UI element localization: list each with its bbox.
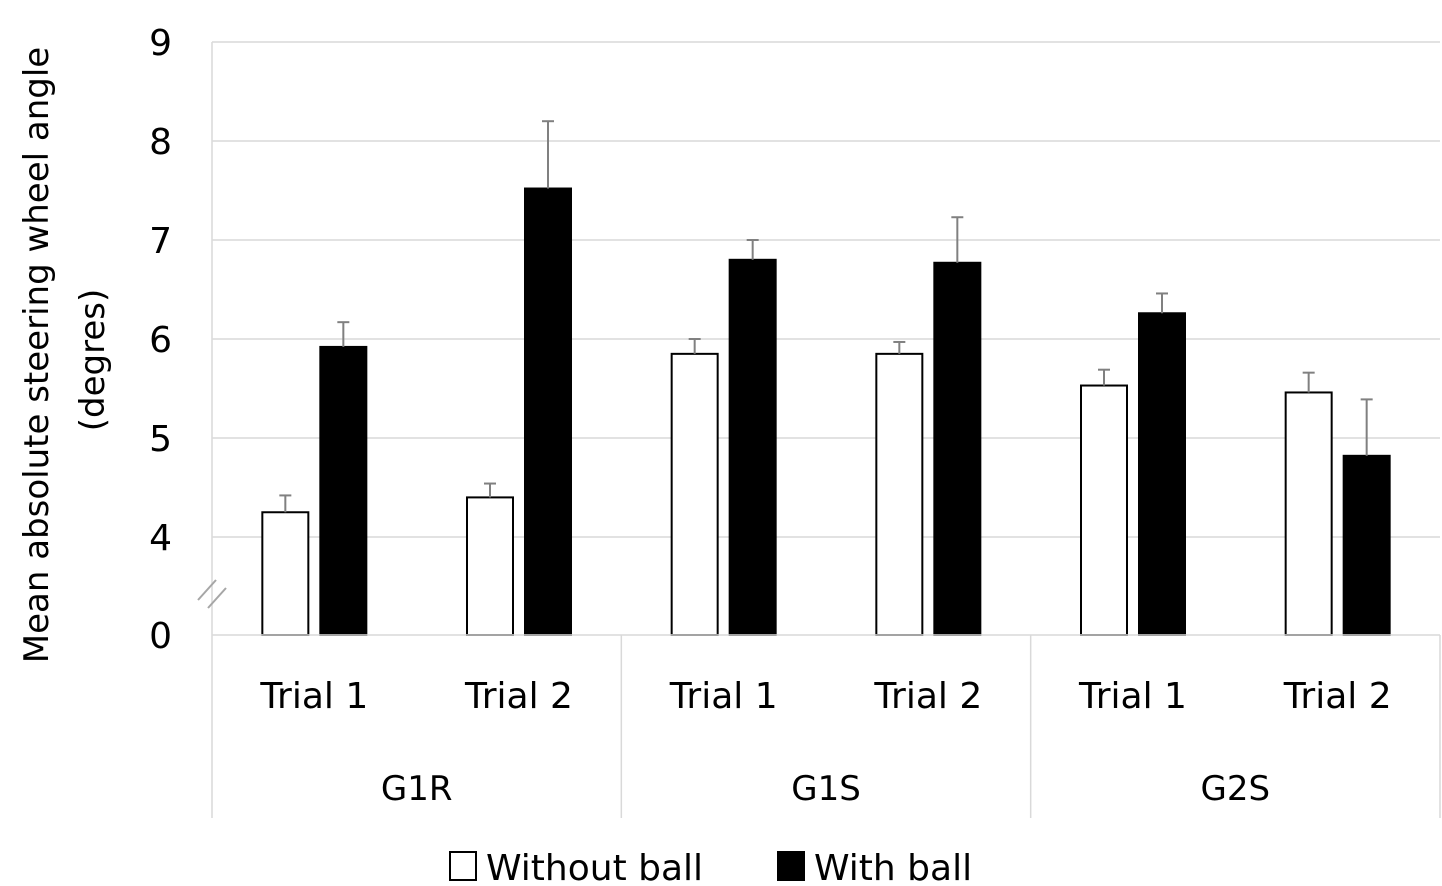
bar-without-ball [670, 352, 719, 636]
y-tick-label: 5 [149, 419, 172, 460]
y-axis-label-line-1: Mean absolute steering wheel angle [17, 47, 57, 663]
error-bars [279, 120, 1373, 513]
legend: Without ball With ball [449, 848, 972, 886]
y-tick-label: 0 [149, 616, 172, 657]
y-tick-label: 8 [149, 122, 172, 163]
group-label: G2S [1201, 769, 1271, 809]
group-label: G1S [791, 769, 861, 809]
legend-label-without-ball: Without ball [486, 848, 703, 886]
bar-with-ball [1138, 312, 1186, 636]
x-tick-label: Trial 2 [1283, 676, 1392, 717]
legend-label-with-ball: With ball [814, 848, 972, 886]
bar-without-ball [1080, 384, 1128, 636]
gridlines [211, 41, 1440, 635]
y-tick-label: 6 [149, 320, 172, 361]
y-tick-label: 7 [149, 221, 172, 262]
bars [261, 187, 1391, 637]
bar-without-ball [261, 511, 310, 636]
x-tick-label: Trial 1 [1078, 676, 1187, 717]
x-tick-label: Trial 1 [259, 676, 368, 717]
y-tick-label: 9 [149, 23, 172, 64]
y-axis-ticks: 0 4 5 6 7 8 9 [149, 23, 172, 657]
y-tick-label: 4 [149, 518, 172, 559]
bar-without-ball [1284, 391, 1333, 636]
legend-swatch-without-ball [449, 851, 477, 881]
axis-break-marker [197, 579, 227, 609]
x-tick-label: Trial 2 [873, 676, 982, 717]
bar-with-ball [933, 261, 982, 636]
bar-without-ball [875, 352, 924, 636]
x-tick-label: Trial 2 [464, 676, 573, 717]
legend-swatch-with-ball [777, 851, 805, 881]
group-label: G1R [381, 769, 453, 809]
axis-break-stroke [197, 579, 217, 601]
x-tick-label: Trial 1 [669, 676, 778, 717]
bar-with-ball [319, 345, 368, 636]
axis-break-stroke [207, 587, 227, 609]
bar-with-ball [1342, 454, 1391, 636]
bar-without-ball [466, 496, 514, 636]
bar-with-ball [524, 187, 572, 637]
x-axis: Trial 1 Trial 2 G1R Trial 1 Trial 2 G1S Trial … [211, 634, 1441, 818]
y-axis-label-line-2: (degres) [73, 289, 113, 431]
bar-with-ball [728, 258, 777, 636]
